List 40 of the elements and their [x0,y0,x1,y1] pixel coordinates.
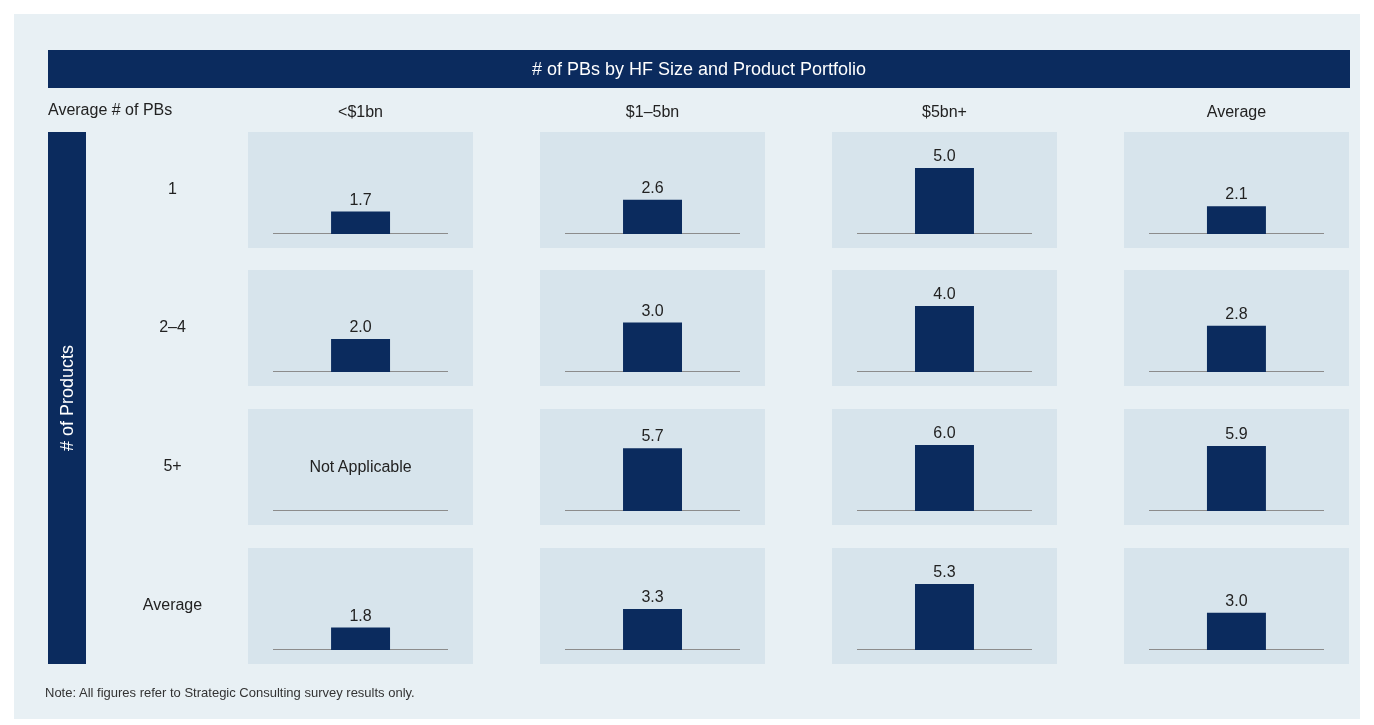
text: Note: All figures refer to Strategic Consulting survey results only. [45,685,415,700]
text: Average # of PBs [48,101,173,119]
data-label: 2.1 [1225,185,1248,203]
data-label: 2.8 [1225,304,1248,322]
bar [623,608,683,650]
data-label: 5.0 [933,147,956,164]
y-axis-title: 5+ [163,456,182,474]
bar [914,306,974,372]
data-label: 6.0 [933,424,956,441]
y-axis-title: 1 [168,179,178,197]
bar [623,322,683,372]
y-axis-title: 2–4 [159,317,186,335]
text: # of Products [56,344,78,452]
y-axis-title: Average [142,595,203,613]
bar [331,627,391,650]
text: # of PBs by HF Size and Product Portfolio [48,50,1350,88]
bar [1206,206,1266,234]
x-tick-label: $1–5bn [625,102,680,120]
bar [623,199,683,234]
bar [331,339,391,372]
x-tick-label: $5bn+ [922,102,967,120]
bar [331,211,391,234]
data-label: 2.0 [349,318,372,335]
data-label: 3.0 [641,301,664,319]
data-label: 4.0 [933,285,956,302]
bar [914,168,974,234]
annotation: Not Applicable [309,458,412,475]
data-label: 5.9 [1225,425,1248,443]
data-label: 2.6 [641,178,664,196]
data-label: 5.3 [933,563,956,580]
bar [1206,325,1266,372]
x-tick-label: <$1bn [338,102,384,120]
x-tick-label: Average [1206,102,1267,120]
data-label: 1.8 [349,606,372,624]
bar [1206,612,1266,650]
data-label: 1.7 [349,190,372,208]
data-label: 5.7 [641,427,664,445]
data-label: 3.3 [641,587,664,605]
data-label: 3.0 [1225,591,1248,609]
bar [914,584,974,650]
